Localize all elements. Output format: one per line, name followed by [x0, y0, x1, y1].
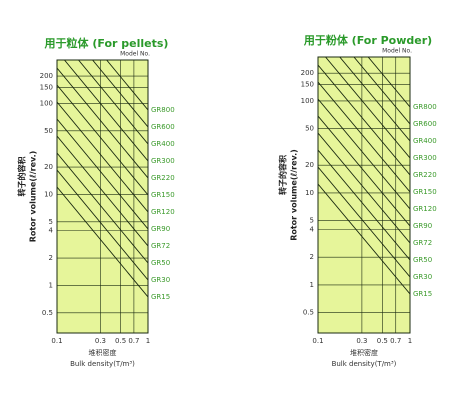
- model-line: [367, 57, 410, 108]
- model-name: GR220: [151, 174, 175, 182]
- model-name: GR90: [151, 225, 170, 233]
- model-line: [57, 118, 148, 230]
- y-axis-label-cn: 转子的容积: [278, 155, 288, 195]
- model-name: GR72: [413, 239, 432, 247]
- y-tick-label: 10: [44, 190, 53, 198]
- model-name: GR120: [151, 208, 175, 216]
- model-line: [91, 60, 148, 128]
- model-line: [339, 57, 410, 142]
- model-line: [324, 57, 410, 159]
- chart-title: 用于粉体 (For Powder): [304, 33, 432, 47]
- x-tick-label: 0.1: [312, 337, 323, 345]
- model-name: GR72: [151, 242, 170, 250]
- y-tick-label: 200: [40, 72, 53, 80]
- model-name: GR600: [151, 123, 175, 131]
- model-name: GR150: [413, 188, 437, 196]
- model-line: [318, 132, 410, 244]
- x-tick-label: 0.3: [356, 337, 367, 345]
- y-tick-label: 4: [310, 226, 315, 234]
- model-name: GR50: [413, 256, 432, 264]
- model-label: Model No.: [382, 48, 412, 55]
- y-tick-label: 100: [301, 97, 314, 105]
- y-tick-label: 50: [305, 125, 314, 133]
- model-name: GR300: [151, 157, 175, 165]
- model-name: GR600: [413, 120, 437, 128]
- model-line: [318, 149, 410, 261]
- model-name: GR400: [151, 140, 175, 148]
- model-name: GR400: [413, 137, 437, 145]
- x-tick-label: 0.5: [377, 337, 388, 345]
- model-name: GR15: [413, 290, 432, 298]
- x-tick-label: 0.7: [390, 337, 401, 345]
- x-tick-label: 1: [408, 337, 412, 345]
- y-tick-label: 50: [44, 127, 53, 135]
- model-name: GR800: [151, 106, 175, 114]
- model-name: GR300: [413, 154, 437, 162]
- model-name: GR90: [413, 222, 432, 230]
- y-tick-label: 10: [305, 189, 314, 197]
- model-line: [57, 135, 148, 247]
- model-line: [57, 186, 148, 298]
- model-label: Model No.: [120, 51, 150, 58]
- y-tick-label: 5: [49, 218, 53, 226]
- y-axis-label-cn: 转子的容积: [17, 157, 27, 197]
- y-tick-label: 1: [49, 281, 53, 289]
- y-tick-label: 2: [49, 254, 53, 262]
- x-axis-label-cn: 堆积密度: [350, 348, 378, 357]
- model-name: GR220: [413, 171, 437, 179]
- model-line: [318, 183, 410, 295]
- x-axis-label: Bulk density(T/m³): [70, 360, 135, 368]
- model-line: [353, 57, 410, 125]
- model-line: [57, 169, 148, 281]
- y-tick-label: 20: [44, 163, 53, 171]
- y-axis-label: Rotor volume(ℓ/rev.): [29, 151, 38, 243]
- model-line: [318, 166, 410, 278]
- model-line: [63, 60, 148, 162]
- model-lines: [318, 57, 410, 295]
- y-tick-label: 4: [49, 227, 54, 235]
- y-tick-label: 5: [310, 217, 314, 225]
- model-line: [57, 101, 148, 213]
- y-tick-label: 0.5: [303, 309, 314, 317]
- y-axis-label: Rotor volume(ℓ/rev.): [290, 149, 299, 241]
- y-tick-label: 2: [310, 253, 314, 261]
- model-line: [57, 67, 148, 179]
- x-axis-label: Bulk density(T/m³): [332, 360, 397, 368]
- y-tick-label: 1: [310, 281, 314, 289]
- y-tick-label: 200: [301, 69, 314, 77]
- x-tick-label: 0.5: [115, 337, 126, 345]
- model-line: [318, 64, 410, 176]
- x-tick-label: 1: [146, 337, 150, 345]
- chart-title: 用于粒体 (For pellets): [45, 36, 169, 50]
- x-tick-label: 0.1: [51, 337, 62, 345]
- model-name: GR800: [413, 103, 437, 111]
- model-lines: [57, 60, 148, 298]
- model-name: GR30: [413, 273, 432, 281]
- y-tick-label: 0.5: [42, 309, 53, 317]
- model-line: [106, 60, 148, 111]
- model-name: GR30: [151, 276, 170, 284]
- y-tick-label: 100: [40, 99, 53, 107]
- model-name: GR50: [151, 259, 170, 267]
- x-tick-label: 0.7: [128, 337, 139, 345]
- model-line: [318, 115, 410, 227]
- x-axis-label-cn: 堆积密度: [89, 348, 117, 357]
- y-tick-label: 20: [305, 161, 314, 169]
- model-line: [57, 84, 148, 196]
- model-name: GR120: [413, 205, 437, 213]
- x-tick-label: 0.3: [95, 337, 106, 345]
- model-name: GR15: [151, 293, 170, 301]
- model-name: GR150: [151, 191, 175, 199]
- model-line: [57, 152, 148, 264]
- y-tick-label: 150: [40, 83, 53, 91]
- model-line: [318, 81, 410, 193]
- model-line: [77, 60, 148, 145]
- y-tick-label: 150: [301, 81, 314, 89]
- model-line: [318, 98, 410, 210]
